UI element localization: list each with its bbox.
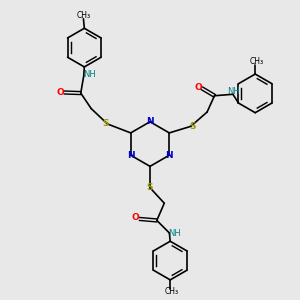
Text: S: S	[190, 122, 196, 131]
Text: N: N	[146, 117, 154, 126]
Text: N: N	[166, 151, 173, 160]
Text: O: O	[132, 213, 140, 222]
Text: O: O	[57, 88, 64, 97]
Text: CH₃: CH₃	[76, 11, 91, 20]
Text: NH: NH	[168, 229, 181, 238]
Text: NH: NH	[83, 70, 95, 79]
Text: CH₃: CH₃	[250, 57, 264, 66]
Text: N: N	[127, 151, 134, 160]
Text: NH: NH	[227, 87, 240, 96]
Text: O: O	[195, 82, 202, 91]
Text: S: S	[147, 183, 153, 192]
Text: CH₃: CH₃	[165, 287, 179, 296]
Text: S: S	[102, 119, 108, 128]
